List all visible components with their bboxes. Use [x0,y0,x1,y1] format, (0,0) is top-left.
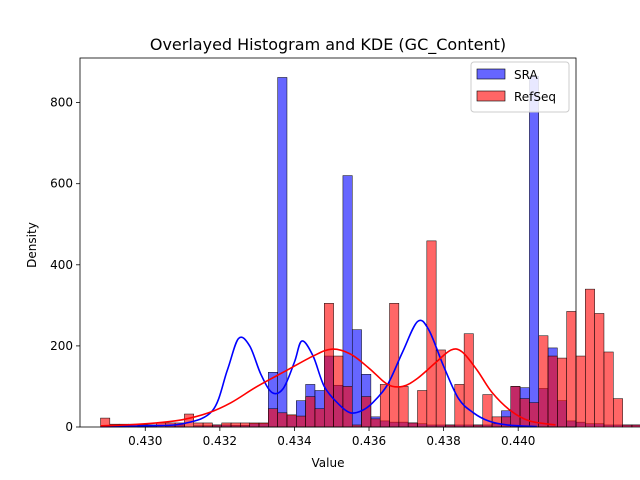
x-axis-label: Value [312,456,345,470]
legend-label-sra: SRA [514,68,538,82]
refseq-bar [547,355,558,428]
refseq-bar [305,396,316,428]
refseq-bar [240,422,250,428]
legend-label-refseq: RefSeq [514,90,556,104]
refseq-kde-line [100,348,556,427]
refseq-bar [379,384,390,428]
refseq-bar [538,335,549,428]
x-tick-label: 0.432 [203,434,237,448]
x-tick-label: 0.440 [501,434,535,448]
refseq-bar [249,422,260,428]
x-tick-label: 0.430 [128,434,162,448]
refseq-bar [510,386,521,428]
refseq-bar [519,398,530,428]
refseq-bar [622,424,633,428]
refseq-bar [603,351,614,428]
refseq-bar [296,415,306,428]
y-tick-label: 200 [50,339,73,353]
chart-title: Overlayed Histogram and KDE (GC_Content) [150,35,506,55]
refseq-bar [370,418,381,428]
y-tick-label: 400 [50,258,73,272]
refseq-bar [202,422,213,428]
refseq-bar [575,355,586,428]
refseq-bar [585,288,595,428]
refseq-bar [193,422,204,428]
x-tick-label: 0.438 [426,434,460,448]
refseq-bar [324,303,334,428]
x-axis: 0.430 0.432 0.434 0.436 0.438 0.440 [128,427,535,448]
sra-bar [529,75,539,428]
refseq-bar [566,311,577,428]
refseq-bar [342,386,353,428]
x-tick-label: 0.434 [277,434,311,448]
refseq-bar [631,424,640,428]
refseq-bar [221,422,232,428]
refseq-bar [258,422,269,428]
refseq-bar [557,357,567,428]
refseq-bar [613,398,623,428]
refseq-bar [230,422,241,428]
refseq-bar [314,408,325,428]
refseq-bar [277,412,288,428]
refseq-bar [268,408,278,428]
y-tick-label: 800 [50,96,73,110]
sra-kde-line [100,319,537,428]
refseq-bar [594,313,605,428]
refseq-bar [463,333,474,428]
y-tick-label: 0 [65,420,73,434]
legend: SRA RefSeq [470,61,570,113]
legend-swatch-sra [476,68,506,80]
x-tick-label: 0.436 [352,434,386,448]
refseq-bar [398,386,409,428]
refseq-bar [407,422,418,428]
y-axis: 0 200 400 600 800 [50,96,80,434]
y-axis-label: Density [25,222,39,268]
kde-curves [100,319,556,428]
legend-swatch-refseq [476,90,506,102]
plot-area-frame [79,57,577,428]
refseq-bar [286,414,297,428]
refseq-bar [417,390,428,428]
y-tick-label: 600 [50,177,73,191]
refseq-bar [361,396,372,428]
refseq-bar [454,384,465,428]
refseq-bar [184,413,194,428]
refseq-bar [333,355,344,428]
